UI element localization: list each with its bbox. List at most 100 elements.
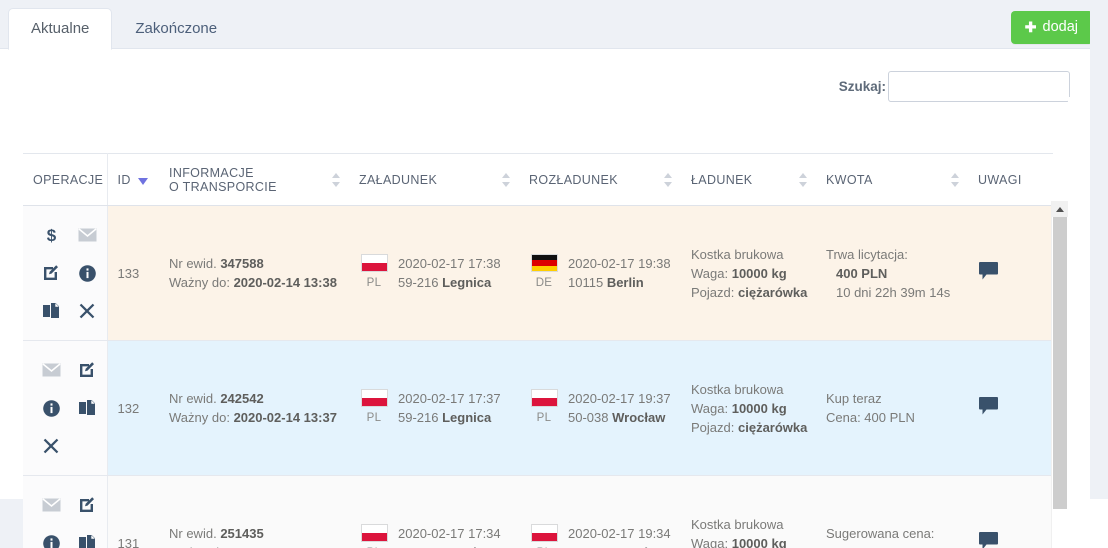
vertical-scrollbar[interactable] [1051, 201, 1067, 548]
loading-place: 59-216 Legnica [398, 273, 501, 292]
info-icon[interactable] [69, 254, 105, 292]
sort-icon-cargo[interactable] [799, 172, 808, 188]
flag-pl-icon [531, 524, 558, 542]
info-ref-label: Nr ewid. [169, 526, 217, 541]
header-operations: OPERACJE [23, 154, 107, 206]
edit-icon[interactable] [33, 254, 69, 292]
close-icon[interactable] [33, 427, 69, 465]
loading-country-code: PL [359, 274, 389, 293]
copy-icon[interactable] [33, 292, 69, 330]
sort-icon-amount[interactable] [951, 172, 960, 188]
header-id[interactable]: ID [107, 154, 159, 206]
header-cargo[interactable]: ŁADUNEK [681, 154, 816, 206]
sort-icon-unloading[interactable] [664, 172, 673, 188]
scrollbar-up-button[interactable] [1052, 201, 1068, 217]
envelope-icon[interactable] [33, 351, 69, 389]
close-icon[interactable] [69, 292, 105, 330]
loading-datetime: 2020-02-17 17:37 [398, 389, 501, 408]
sort-icon-loading[interactable] [502, 172, 511, 188]
add-button[interactable]: ✚ dodaj [1011, 11, 1093, 44]
flag-pl-icon [361, 254, 388, 272]
header-loading[interactable]: ZAŁADUNEK [349, 154, 519, 206]
info-ref-value: 251435 [220, 526, 263, 541]
copy-icon[interactable] [69, 389, 105, 427]
comment-icon[interactable] [978, 268, 1000, 283]
cell-cargo: Kostka brukowa Waga: 10000 kg Pojazd: ci… [681, 476, 816, 548]
loading-flag-col: PL [359, 253, 389, 293]
operations-icons: $ [33, 216, 105, 330]
loading-postcode: 59-216 [398, 410, 438, 425]
loading-place: 59-216 Legnica [398, 543, 501, 548]
unloading-city: Berlin [607, 275, 644, 290]
loading-lines: 2020-02-17 17:34 59-216 Legnica [398, 523, 501, 548]
cell-notes [968, 476, 1053, 548]
cargo-weight: Waga: 10000 kg [691, 399, 806, 418]
loading-location: PL 2020-02-17 17:38 59-216 Legnica [359, 253, 509, 293]
cell-operations [23, 341, 107, 476]
search-row: Szukaj: [839, 71, 1070, 102]
header-unloading[interactable]: ROZŁADUNEK [519, 154, 681, 206]
envelope-icon[interactable] [33, 486, 69, 524]
unloading-postcode: 50-038 [568, 410, 608, 425]
search-input[interactable] [888, 71, 1070, 102]
header-unloading-label: ROZŁADUNEK [529, 173, 618, 187]
table-header: OPERACJE ID INFORMACJE O TRANSPORCIE ZAŁ… [23, 154, 1053, 206]
header-amount[interactable]: KWOTA [816, 154, 968, 206]
loading-country-code: PL [359, 544, 389, 548]
header-notes: UWAGI [968, 154, 1053, 206]
table-row[interactable]: 131 Nr ewid. 251435 Ważny do: 2020-02-12… [23, 476, 1053, 548]
amount-countdown: 10 dni 22h 39m 14s [826, 283, 958, 302]
transport-table: OPERACJE ID INFORMACJE O TRANSPORCIE ZAŁ… [23, 153, 1053, 548]
cell-id: 131 [107, 476, 159, 548]
copy-icon[interactable] [69, 524, 105, 548]
scrollbar-thumb[interactable] [1053, 217, 1067, 509]
cell-notes [968, 206, 1053, 341]
info-icon[interactable] [33, 524, 69, 548]
header-operations-label: OPERACJE [33, 173, 103, 187]
loading-flag-col: PL [359, 388, 389, 428]
cell-id: 132 [107, 341, 159, 476]
table-row[interactable]: 132 Nr ewid. 242542 Ważny do: 2020-02-14… [23, 341, 1053, 476]
cargo-weight-value: 10000 kg [732, 536, 787, 548]
envelope-icon[interactable] [69, 216, 105, 254]
cargo-weight-label: Waga: [691, 401, 728, 416]
unloading-datetime: 2020-02-17 19:34 [568, 524, 671, 543]
cargo-weight-label: Waga: [691, 266, 728, 281]
info-icon[interactable] [33, 389, 69, 427]
loading-datetime: 2020-02-17 17:38 [398, 254, 501, 273]
search-label: Szukaj: [839, 79, 886, 94]
cell-notes [968, 341, 1053, 476]
loading-datetime: 2020-02-17 17:34 [398, 524, 501, 543]
operations-icons [33, 351, 105, 465]
comment-icon[interactable] [978, 403, 1000, 418]
tab-zakonczone[interactable]: Zakończone [112, 8, 240, 50]
loading-postcode: 59-216 [398, 275, 438, 290]
cell-amount: Trwa licytacja: 400 PLN 10 dni 22h 39m 1… [816, 206, 968, 341]
unloading-flag-col: DE [529, 253, 559, 293]
unloading-lines: 2020-02-17 19:37 50-038 Wrocław [568, 388, 671, 427]
edit-icon[interactable] [69, 351, 105, 389]
table-body: $ 133 Nr ewid. 347588 [23, 206, 1053, 548]
loading-location: PL 2020-02-17 17:37 59-216 Legnica [359, 388, 509, 428]
tab-list: Aktualne Zakończone [8, 8, 240, 50]
cargo-weight-value: 10000 kg [732, 401, 787, 416]
dollar-icon[interactable]: $ [33, 216, 69, 254]
cargo-vehicle: Pojazd: ciężarówka [691, 283, 806, 302]
operations-icons [33, 486, 105, 548]
table-row[interactable]: $ 133 Nr ewid. 347588 [23, 206, 1053, 341]
comment-icon[interactable] [978, 538, 1000, 548]
header-row: OPERACJE ID INFORMACJE O TRANSPORCIE ZAŁ… [23, 154, 1053, 206]
cell-id: 133 [107, 206, 159, 341]
info-valid-label: Ważny do: [169, 410, 230, 425]
sort-icon-info[interactable] [332, 172, 341, 188]
info-ref-line: Nr ewid. 347588 [169, 254, 339, 273]
info-valid-value: 2020-02-14 13:37 [234, 410, 337, 425]
tab-aktualne[interactable]: Aktualne [8, 8, 112, 50]
cargo-vehicle-label: Pojazd: [691, 285, 734, 300]
loading-lines: 2020-02-17 17:37 59-216 Legnica [398, 388, 501, 427]
cargo-vehicle-value: ciężarówka [738, 420, 807, 435]
edit-icon[interactable] [69, 486, 105, 524]
cargo-vehicle: Pojazd: ciężarówka [691, 418, 806, 437]
info-ref-line: Nr ewid. 242542 [169, 389, 339, 408]
header-info[interactable]: INFORMACJE O TRANSPORCIE [159, 154, 349, 206]
